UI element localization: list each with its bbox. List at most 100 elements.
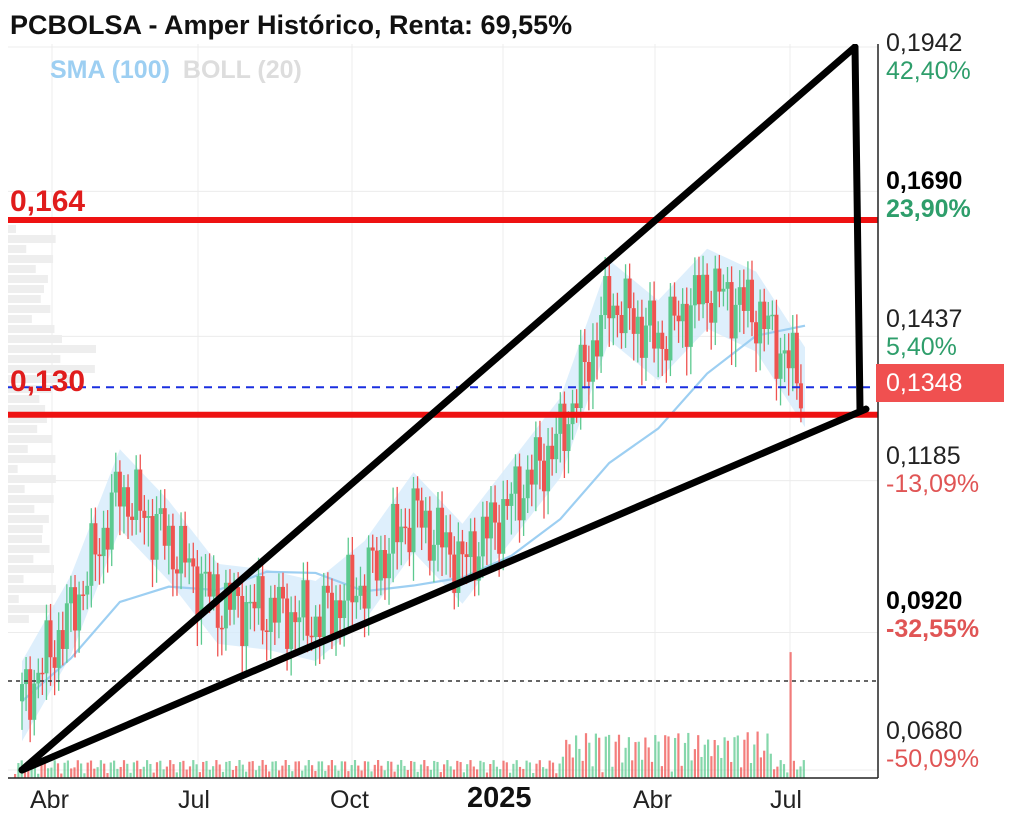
legend-sma[interactable]: SMA (100) [50, 56, 170, 84]
candle-body [648, 300, 653, 326]
candle-body [329, 592, 334, 635]
volume-profile-bar [8, 235, 56, 243]
volume-bar [291, 771, 294, 778]
candle-body [460, 541, 465, 555]
volume-bar [601, 772, 604, 778]
volume-profile-bar [8, 315, 32, 323]
volume-bar [578, 748, 581, 778]
volume-bar [759, 757, 762, 778]
volume-bar [251, 761, 254, 778]
volume-profile-bar [8, 395, 40, 403]
candle-body [419, 500, 424, 528]
candle-body [656, 332, 661, 349]
volume-bar [225, 761, 228, 778]
volume-bar [792, 760, 795, 778]
volume-bar [753, 744, 756, 778]
volume-bar [492, 760, 495, 778]
candle-body [211, 574, 216, 597]
candle-body [48, 620, 53, 658]
volume-bar [142, 766, 145, 778]
volume-bar [353, 760, 357, 778]
candle-body [798, 383, 803, 409]
volume-profile-bar [8, 495, 54, 503]
y-tick-pct: 42,40% [886, 57, 971, 85]
volume-bar [683, 742, 687, 778]
volume-profile-bar [8, 245, 27, 253]
candle-body [52, 657, 57, 668]
candle-body [631, 308, 636, 334]
volume-bar [14, 774, 17, 778]
volume-bar [608, 734, 611, 778]
candle-body [252, 601, 257, 609]
volume-bar [23, 768, 27, 778]
candle-body [476, 556, 481, 581]
candle-body [684, 303, 689, 347]
volume-bar [162, 769, 165, 778]
candle-body [643, 325, 648, 358]
candle-body [542, 460, 546, 492]
candle-body [97, 554, 102, 557]
volume-bar [773, 769, 776, 778]
volume-bar [713, 739, 716, 778]
volume-bar [456, 760, 459, 778]
y-tick-label: 0,1185 [886, 442, 961, 470]
volume-bar [525, 760, 528, 778]
candle-body [313, 616, 318, 638]
candle-body [725, 282, 730, 289]
candle-body [749, 279, 754, 323]
volume-bar [436, 761, 439, 778]
candle-body [93, 523, 98, 555]
candle-body [256, 576, 261, 609]
candle-body [24, 669, 29, 685]
volume-bar [763, 750, 766, 778]
volume-bar [264, 764, 267, 778]
volume-bar [740, 767, 743, 778]
volume-profile-bar [8, 345, 96, 353]
candle-body [497, 522, 502, 554]
volume-bar [466, 764, 469, 778]
volume-bar [657, 741, 660, 778]
candle-body [582, 344, 587, 363]
candle-body [382, 550, 387, 579]
volume-bar [66, 760, 69, 778]
candle-body [505, 499, 510, 506]
candle-body [334, 600, 339, 635]
volume-profile-bar [8, 365, 95, 373]
volume-bar [581, 760, 584, 778]
volume-profile-bar [8, 445, 28, 453]
volume-bar [670, 771, 673, 778]
volume-bar [528, 762, 531, 778]
volume-bar [726, 740, 729, 778]
legend-boll[interactable]: BOLL (20) [182, 56, 302, 84]
candle-body [162, 508, 167, 546]
volume-bar [703, 744, 706, 778]
volume-profile-bar [8, 435, 53, 443]
volume-bar [423, 760, 426, 778]
volume-bar [568, 744, 571, 778]
candle-body [358, 585, 363, 596]
volume-bar [716, 745, 720, 778]
volume-bar [624, 747, 627, 778]
volume-bar [254, 770, 258, 778]
candle-body [615, 305, 620, 316]
volume-bar [320, 761, 324, 778]
volume-bar [301, 770, 304, 778]
volume-profile-bar [8, 465, 18, 473]
volume-bar [274, 761, 277, 778]
candle-body [668, 296, 673, 361]
volume-bar [367, 761, 370, 778]
volume-profile-bar [8, 295, 41, 303]
candle-body [574, 403, 579, 409]
volume-bar [149, 763, 152, 778]
candle-body [207, 571, 212, 597]
candle-body [403, 526, 408, 529]
candle-body [85, 585, 90, 595]
candle-body [639, 316, 644, 358]
candle-body [297, 617, 302, 623]
volume-bar [664, 735, 667, 778]
volume-bar [169, 760, 172, 778]
volume-profile-bar [8, 355, 61, 363]
volume-bar [231, 769, 234, 778]
volume-bar [152, 772, 155, 778]
volume-bar [730, 761, 733, 778]
